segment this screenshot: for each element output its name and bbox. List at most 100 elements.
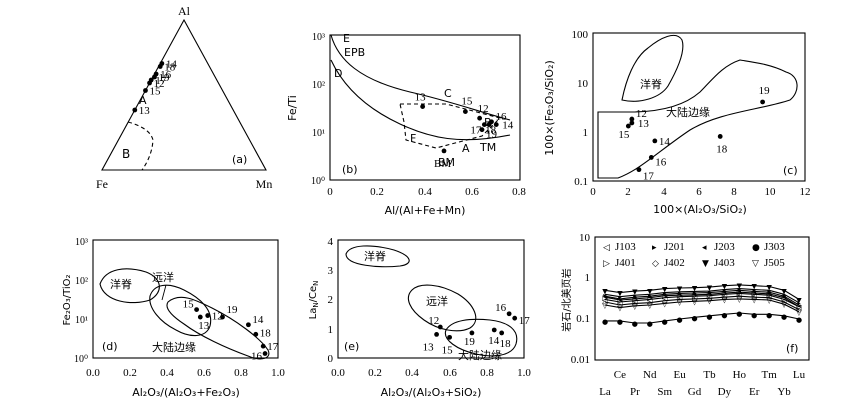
ree-marker-J505-Pr: ▽ xyxy=(632,303,638,311)
ytick-d-3: 10³ xyxy=(75,237,88,248)
ree-marker-J201-Tm: ▸ xyxy=(767,287,771,295)
ternary-sample-14-label: 14 xyxy=(166,59,178,71)
curve-epb xyxy=(330,34,511,121)
ree-marker-J402-Tb: ◇ xyxy=(707,295,713,303)
ree-marker-J505-Tb: ▽ xyxy=(707,298,713,306)
ytick-c-1: 1 xyxy=(583,127,589,139)
panel-d-sample-17-label: 17 xyxy=(267,341,279,353)
ree-marker-J401-Lu: ▷ xyxy=(796,304,802,312)
ternary-sample-13-point xyxy=(132,107,138,113)
panel-b-sample-19-label: 19 xyxy=(486,129,498,141)
ree-marker-J402-Lu: ◇ xyxy=(796,307,802,315)
ree-marker-J403-Pr: ▼ xyxy=(632,288,638,296)
label-pelagic-e: 远洋 xyxy=(426,294,448,308)
field-continental-margin-e xyxy=(444,318,518,357)
ree-marker-J402-Dy: ◇ xyxy=(722,294,728,302)
y-axis-title-e: LaN/CeN xyxy=(308,281,320,320)
xtick-c-2: 4 xyxy=(661,186,667,198)
ree-marker-J303-Tb: ● xyxy=(706,313,712,321)
ree-marker-J403-Ce: ▼ xyxy=(617,290,623,298)
ternary-sample-16-label: 16 xyxy=(160,69,172,81)
panel-e-sample-17-point xyxy=(512,315,518,321)
panel-b-sample-BM-point xyxy=(441,148,447,154)
panel-d-sample-19-point xyxy=(220,314,225,320)
ree-line-J403 xyxy=(604,284,800,300)
ree-marker-J401-Pr: ▷ xyxy=(632,296,638,304)
legend-marker-J203: ◂ xyxy=(702,243,707,253)
panel-c-sample-16-point xyxy=(648,155,654,160)
panel-b-sample-12-point xyxy=(477,115,483,121)
ree-marker-J201-Ho: ▸ xyxy=(738,286,742,294)
field-label-c: C xyxy=(444,87,452,100)
field-f-dashed xyxy=(399,103,502,149)
field-label-a: A xyxy=(462,142,470,155)
panel-b-points: 13 15 12 16 17 18 14 19 BM xyxy=(415,92,514,170)
legend-label-J103: J103 xyxy=(615,241,636,253)
ree-marker-J402-Ce: ◇ xyxy=(617,302,623,310)
plot-frame-d xyxy=(92,239,279,359)
ytick-e-2: 2 xyxy=(328,294,334,306)
ytick-b-2: 10² xyxy=(312,80,325,91)
panel-e-sample-12-point xyxy=(437,324,443,330)
panel-c-chart: 100×(Fe₂O₃/SiO₂) 100×(Al₂O₃/SiO₂) 0 2 4 … xyxy=(543,29,811,216)
panel-b-chart: Fe/Ti Al/(Al+Fe+Mn) 0 0.2 0.4 0.6 0.8 10… xyxy=(286,32,526,217)
field-label-e: E xyxy=(343,32,350,45)
legend-marker-J505: ▽ xyxy=(752,259,759,269)
ree-marker-J201-Dy: ▸ xyxy=(723,287,727,295)
ree-xtick-La: La xyxy=(599,386,611,398)
ree-marker-J103-Pr: ◁ xyxy=(632,298,638,306)
xtick-c-4: 8 xyxy=(731,186,737,198)
ree-marker-J505-Dy: ▽ xyxy=(722,296,728,304)
ree-marker-J505-Ho: ▽ xyxy=(737,296,743,304)
vertex-label-al: Al xyxy=(178,4,191,18)
ree-marker-J505-Er: ▽ xyxy=(752,296,758,304)
label-ocean-ridge-d: 洋脊 xyxy=(110,277,132,291)
ree-xtick-Sm: Sm xyxy=(657,386,672,398)
xtick-b-0: 0 xyxy=(327,186,333,198)
ree-xtick-Eu: Eu xyxy=(673,369,686,381)
panel-c-sample-15-label: 15 xyxy=(618,129,630,141)
ree-marker-J103-Ho: ◁ xyxy=(737,290,743,298)
ytick-d-1: 10¹ xyxy=(75,315,88,326)
ree-marker-J402-Sm: ◇ xyxy=(662,298,668,306)
ternary-sample-19-label: 19 xyxy=(158,72,170,84)
x-axis-title-b: Al/(Al+Fe+Mn) xyxy=(385,204,466,217)
ree-marker-J303-Pr: ● xyxy=(632,320,638,328)
ree-marker-J203-Pr: ◂ xyxy=(633,294,637,302)
ree-marker-J402-Yb: ◇ xyxy=(781,299,787,307)
ree-marker-J203-Er: ◂ xyxy=(752,288,756,296)
ree-marker-J402-Eu: ◇ xyxy=(677,296,683,304)
field-ocean-ridge xyxy=(621,34,684,102)
field-label-epb: EPB xyxy=(344,46,365,59)
panel-b-sample-15-label: 15 xyxy=(461,96,473,108)
ree-marker-J103-Tm: ◁ xyxy=(766,292,772,300)
panel-c-sample-19-label: 19 xyxy=(759,85,771,97)
ternary-sample-18-point xyxy=(157,64,163,69)
ree-marker-J401-Dy: ▷ xyxy=(722,290,728,298)
xtick-b-3: 0.6 xyxy=(465,186,479,198)
panel-d-sample-14-label: 14 xyxy=(252,314,264,326)
panel-c-sample-13-label: 13 xyxy=(638,118,650,130)
ree-marker-J201-La: ▸ xyxy=(603,291,607,299)
ree-marker-J403-Dy: ▼ xyxy=(722,283,728,291)
ree-marker-J203-Tm: ◂ xyxy=(767,289,771,297)
ytick-f-2: 1 xyxy=(585,272,591,284)
legend-label-J201: J201 xyxy=(664,241,685,253)
panel-b-sample-16-label: 16 xyxy=(496,111,508,123)
panel-d-sample-18-label: 18 xyxy=(260,327,272,339)
y-axis-title-b: Fe/Ti xyxy=(286,95,299,121)
ree-marker-J303-Nd: ● xyxy=(647,320,653,328)
ree-marker-J201-Ce: ▸ xyxy=(618,294,622,302)
ytick-e-1: 1 xyxy=(328,324,334,336)
ree-marker-J403-Lu: ▼ xyxy=(796,296,802,304)
xtick-e-1: 0.2 xyxy=(368,367,382,379)
panel-d-sample-15-point xyxy=(194,307,200,313)
pointer-pelagic-d xyxy=(161,284,167,301)
field-pelagic-d xyxy=(149,284,212,337)
ree-marker-J203-Lu: ◂ xyxy=(797,302,801,310)
ree-pattern-lines: ◁ ◁ ◁ ◁ ◁ ◁ ◁ ◁ ◁ ◁ ◁ ◁◁◁▸ ▸ ▸ ▸ ▸ ▸ ▸ ▸ ▸ ▸ ▸ ▸ ▸▸◂ ◂ ◂ ◂ ◂ ◂ ◂ ◂ ◂ ◂ ◂ ◂… xyxy=(602,282,802,328)
ree-line-J201 xyxy=(604,288,800,304)
ree-marker-J303-Ce: ● xyxy=(617,318,623,326)
